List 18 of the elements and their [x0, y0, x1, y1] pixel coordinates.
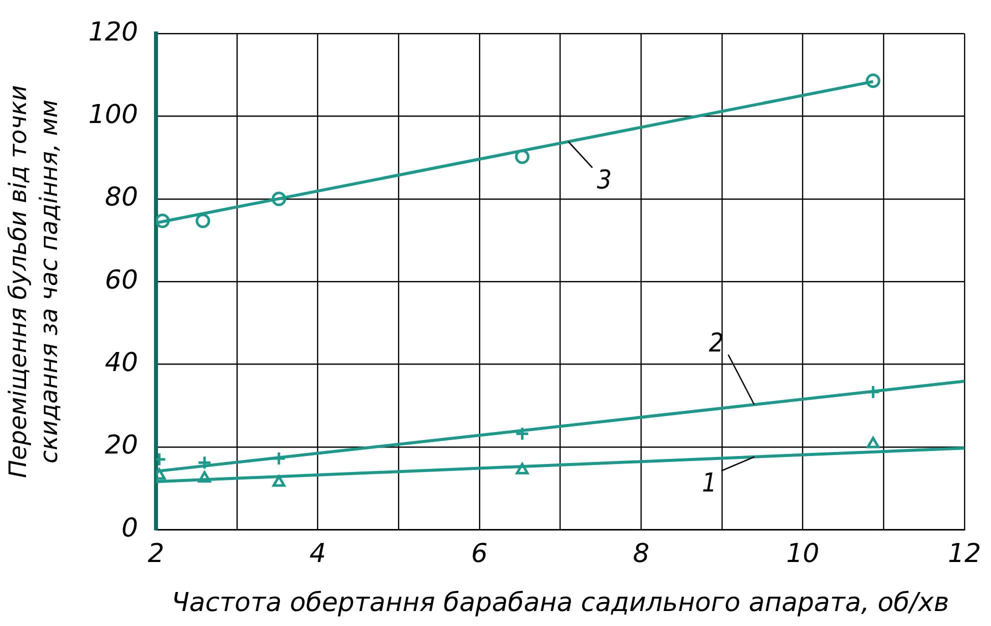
- x-tick-label: 4: [309, 538, 326, 569]
- x-axis-title: Частота обертання барабана садильного апарата, об/хв: [171, 588, 950, 618]
- x-tick-label: 10: [786, 538, 820, 569]
- y-axis-title: Переміщення бульби від точки скидання за час падіння, мм: [4, 85, 64, 478]
- x-tick-label: 2: [148, 538, 164, 569]
- x-tick-label: 12: [948, 538, 982, 569]
- y-tick-label: 120: [88, 17, 138, 48]
- y-tick-label: 0: [121, 513, 138, 544]
- y-tick-label: 40: [104, 348, 138, 378]
- y-tick-label: 80: [104, 182, 138, 213]
- y-tick-label: 60: [104, 265, 138, 296]
- y-tick-label: 100: [88, 100, 138, 130]
- series-label: 1: [702, 468, 717, 499]
- x-tick-label: 8: [632, 538, 650, 569]
- y-tick-label: 20: [104, 430, 138, 461]
- series-label: 3: [596, 165, 612, 196]
- series-label: 2: [708, 328, 724, 358]
- x-tick-label: 6: [471, 538, 488, 569]
